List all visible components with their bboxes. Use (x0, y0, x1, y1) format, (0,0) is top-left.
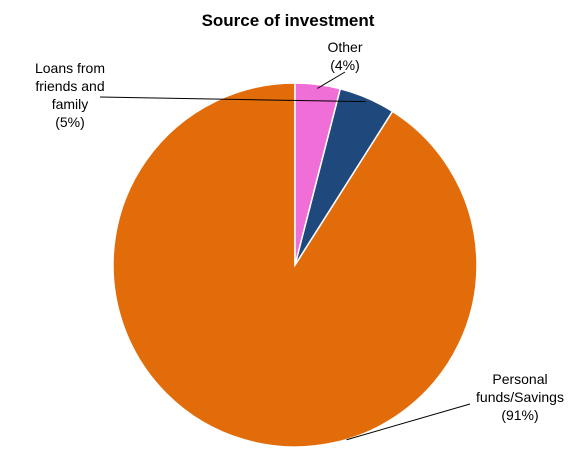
slice-label-line: Other (327, 39, 362, 55)
slice-label-line: (4%) (330, 57, 360, 73)
slice-label-line: Loans from (35, 60, 105, 76)
chart-title: Source of investment (202, 11, 375, 30)
pie-slice-2 (294, 82, 342, 266)
leader-line-1 (99, 96, 366, 103)
slice-label-line: (91%) (501, 407, 538, 423)
pie-slices (112, 82, 478, 448)
slice-label-line: family (52, 96, 89, 112)
slice-labels: Personal funds/Savings (91%) Loans from frie… (35, 39, 564, 423)
slice-label-1: Loans from friends and family (5%) (35, 60, 105, 130)
slice-label-0: Personal funds/Savings (91%) (476, 371, 564, 423)
slice-label-2: Other (4%) (327, 39, 362, 73)
slice-label-line: (5%) (55, 114, 85, 130)
leader-line-2 (317, 71, 346, 89)
leader-lines (99, 71, 471, 441)
leader-line-0 (346, 403, 471, 441)
slice-label-line: funds/Savings (476, 389, 564, 405)
slice-label-line: Personal (492, 371, 547, 387)
slice-label-line: friends and (35, 78, 104, 94)
